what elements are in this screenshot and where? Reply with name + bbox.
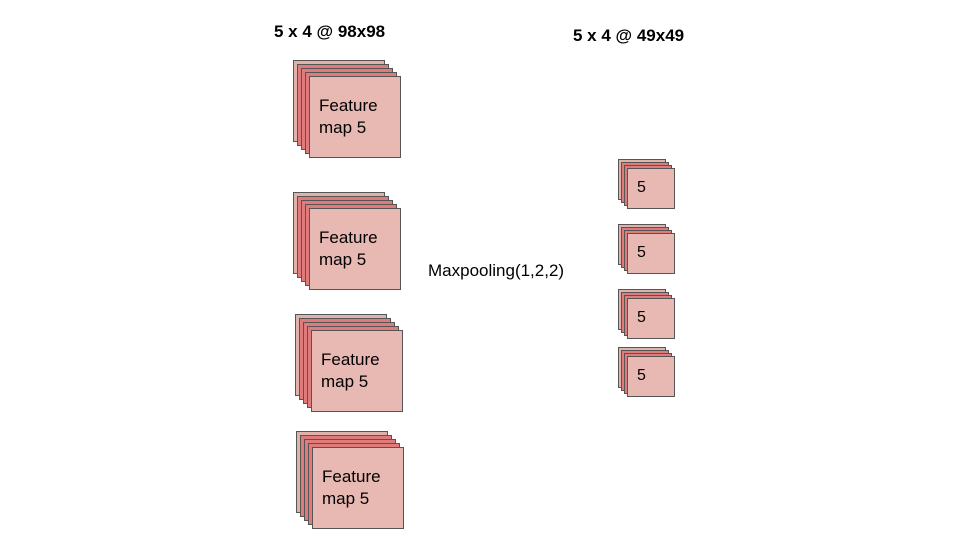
feature-map-label: 5 xyxy=(637,309,646,327)
input-feature-map-stack: Feature map 5 xyxy=(293,192,401,290)
feature-map-front-sheet: 5 xyxy=(627,233,675,274)
feature-map-front-sheet: Feature map 5 xyxy=(309,208,401,290)
output-heading: 5 x 4 @ 49x49 xyxy=(573,26,685,45)
feature-map-front-sheet: 5 xyxy=(627,298,675,339)
feature-map-front-sheet: 5 xyxy=(627,356,675,397)
output-feature-map-stack: 5 xyxy=(618,347,675,397)
feature-map-label: Feature map 5 xyxy=(322,466,381,508)
output-feature-map-stack: 5 xyxy=(618,224,675,274)
maxpooling-label: Maxpooling(1,2,2) xyxy=(428,261,565,280)
output-feature-map-stack: 5 xyxy=(618,159,675,209)
output-feature-map-stack: 5 xyxy=(618,289,675,339)
feature-map-label: Feature map 5 xyxy=(319,227,378,269)
input-heading: 5 x 4 @ 98x98 xyxy=(274,22,386,41)
input-feature-map-stack: Feature map 5 xyxy=(293,60,401,158)
feature-map-label: Feature map 5 xyxy=(321,349,380,391)
feature-map-front-sheet: Feature map 5 xyxy=(311,330,403,412)
feature-map-label: 5 xyxy=(637,179,646,197)
feature-map-label: Feature map 5 xyxy=(319,95,378,137)
input-feature-map-stack: Feature map 5 xyxy=(295,314,403,412)
input-feature-map-stack: Feature map 5 xyxy=(296,431,404,529)
feature-map-front-sheet: 5 xyxy=(627,168,675,209)
feature-map-label: 5 xyxy=(637,367,646,385)
feature-map-front-sheet: Feature map 5 xyxy=(312,447,404,529)
feature-map-label: 5 xyxy=(637,244,646,262)
feature-map-front-sheet: Feature map 5 xyxy=(309,76,401,158)
